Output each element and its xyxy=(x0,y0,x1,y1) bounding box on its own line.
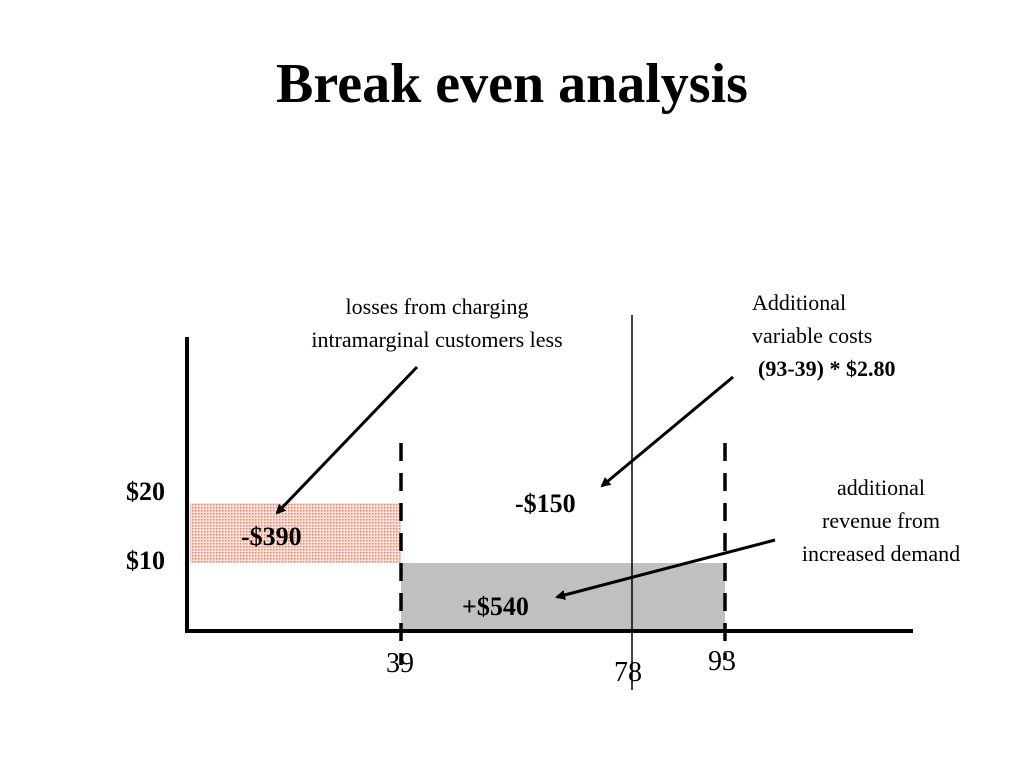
costs-note: Additional variable costs (93-39) * $2.8… xyxy=(752,286,895,385)
costs-note-line3: (93-39) * $2.80 xyxy=(758,356,896,381)
gain-value-label: +$540 xyxy=(462,592,529,621)
losses-note-line1: losses from charging xyxy=(345,294,529,319)
losses-arrow xyxy=(275,365,419,515)
loss-area xyxy=(190,503,401,563)
price-20-label: $20 xyxy=(126,477,165,506)
costs-arrow xyxy=(600,375,734,488)
revenue-note-line2: revenue from xyxy=(822,508,940,533)
losses-note: losses from charging intramarginal custo… xyxy=(262,290,612,356)
revenue-note-line3: increased demand xyxy=(801,541,961,566)
cost-value-label: -$150 xyxy=(515,489,576,518)
revenue-arrow xyxy=(555,538,776,600)
loss-value-label: -$390 xyxy=(241,522,302,551)
page-title: Break even analysis xyxy=(276,53,748,115)
gain-area xyxy=(401,563,725,631)
quantity-93-label: 93 xyxy=(708,646,736,677)
revenue-note-line1: additional xyxy=(837,475,925,500)
revenue-note: additional revenue from increased demand xyxy=(770,471,992,570)
losses-note-line2: intramarginal customers less xyxy=(311,327,563,352)
price-10-label: $10 xyxy=(126,546,165,575)
quantity-78-label: 78 xyxy=(614,657,642,688)
costs-note-line1: Additional xyxy=(752,290,847,315)
costs-note-line2: variable costs xyxy=(752,323,873,348)
quantity-39-label: 39 xyxy=(386,648,414,679)
